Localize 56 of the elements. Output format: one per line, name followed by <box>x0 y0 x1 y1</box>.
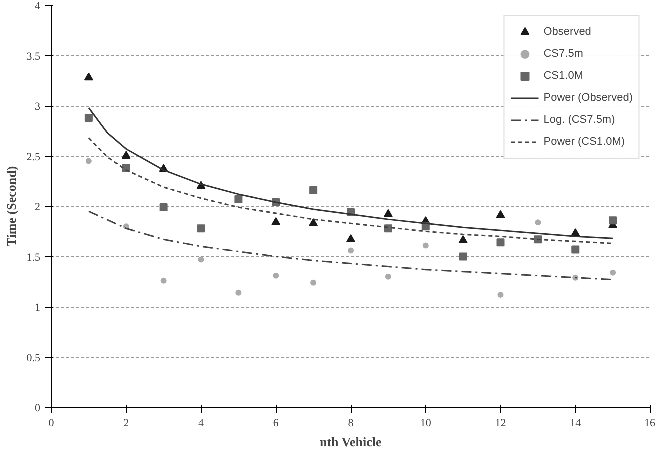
point <box>422 242 429 249</box>
point <box>197 224 206 233</box>
point <box>348 248 354 254</box>
point <box>609 216 618 225</box>
point <box>198 256 204 263</box>
x-tick-label: 0 <box>48 418 55 430</box>
x-tick-label: 14 <box>570 418 582 430</box>
x-tick-label: 6 <box>273 418 280 430</box>
x-tick-label: 16 <box>644 418 656 430</box>
y-tick-label: 2 <box>35 202 40 214</box>
x-tick-label: 8 <box>348 418 354 430</box>
legend-label: Power (CS1.0M) <box>544 136 626 148</box>
point <box>458 236 468 244</box>
point <box>384 209 393 218</box>
legend-label: Log. (CS7.5m) <box>544 114 616 126</box>
point <box>535 220 542 226</box>
point <box>498 292 504 298</box>
point <box>496 210 506 218</box>
point <box>496 238 505 247</box>
point <box>310 280 317 286</box>
legend-label: Power (Observed) <box>544 92 633 104</box>
point <box>273 272 280 279</box>
y-tick-label: 1 <box>35 302 40 314</box>
y-tick-label: 3 <box>35 101 41 113</box>
point <box>459 252 468 261</box>
x-axis-title: nth Vehicle <box>320 434 382 450</box>
y-tick-label: 3.5 <box>26 50 41 63</box>
y-tick-label: 2.5 <box>26 151 41 164</box>
point <box>160 204 168 212</box>
point <box>236 290 242 296</box>
legend-label: CS1.0M <box>544 70 584 82</box>
point <box>86 158 92 164</box>
y-axis-title: Time (Second) <box>4 166 19 247</box>
y-tick-label: 4 <box>35 0 41 12</box>
point <box>160 278 167 284</box>
point <box>84 72 94 81</box>
x-tick-label: 4 <box>198 418 204 430</box>
legend-label: Observed <box>544 26 592 38</box>
x-tick-label: 2 <box>124 418 130 430</box>
point <box>309 218 318 226</box>
point <box>610 270 616 276</box>
x-tick-label: 10 <box>420 418 432 430</box>
y-tick-label: 1.5 <box>26 252 41 264</box>
line-series <box>88 210 614 281</box>
y-tick-label: 0 <box>35 402 41 414</box>
x-tick-label: 12 <box>495 418 506 430</box>
point <box>272 217 281 226</box>
point <box>572 246 580 254</box>
point <box>84 114 93 122</box>
point <box>346 234 356 242</box>
point <box>310 186 318 194</box>
point <box>122 151 131 160</box>
legend-label: CS7.5m <box>544 48 584 60</box>
point <box>385 274 392 280</box>
point <box>234 195 243 204</box>
y-tick-label: 0.5 <box>26 352 41 364</box>
